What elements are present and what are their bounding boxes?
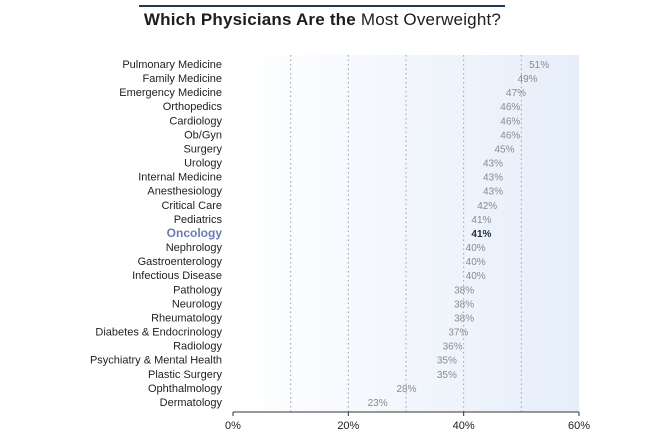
category-label: Psychiatry & Mental Health: [90, 355, 222, 367]
category-label: Ob/Gyn: [184, 129, 222, 141]
category-label: Anesthesiology: [147, 186, 222, 198]
category-label: Pediatrics: [174, 214, 223, 226]
data-label: 36%: [443, 342, 463, 353]
category-label: Pulmonary Medicine: [122, 59, 222, 71]
category-label: Critical Care: [161, 200, 222, 212]
title-rule: [139, 5, 505, 7]
category-label: Oncology: [167, 226, 223, 240]
data-label: 38%: [454, 299, 474, 310]
data-label: 46%: [500, 116, 520, 127]
data-label: 45%: [495, 144, 515, 155]
data-label: 47%: [506, 88, 526, 99]
data-label: 46%: [500, 130, 520, 141]
data-label: 35%: [437, 356, 457, 367]
chart-title-bold: Which Physicians Are the: [143, 10, 356, 29]
category-label: Surgery: [183, 143, 222, 155]
data-label: 23%: [368, 398, 388, 409]
category-label: Internal Medicine: [138, 172, 222, 184]
x-tick-label: 40%: [453, 420, 475, 432]
data-label: 43%: [483, 173, 503, 184]
data-label: 43%: [483, 187, 503, 198]
category-label: Diabetes & Endocrinology: [95, 327, 222, 339]
x-tick-label: 20%: [337, 420, 359, 432]
data-label: 40%: [466, 243, 486, 254]
category-label: Ophthalmology: [148, 383, 222, 395]
x-tick-label: 60%: [568, 420, 590, 432]
category-label: Radiology: [173, 341, 222, 353]
category-label: Plastic Surgery: [148, 369, 222, 381]
category-label: Infectious Disease: [132, 270, 222, 282]
data-label: 37%: [448, 328, 468, 339]
data-label: 49%: [518, 74, 538, 85]
category-label: Dermatology: [160, 397, 223, 409]
category-label: Rheumatology: [151, 312, 222, 324]
category-label: Gastroenterology: [138, 256, 223, 268]
data-label: 40%: [466, 257, 486, 268]
category-label: Orthopedics: [163, 101, 223, 113]
category-label: Cardiology: [169, 115, 222, 127]
data-label: 41%: [471, 229, 491, 240]
data-label: 51%: [529, 60, 549, 71]
category-label: Family Medicine: [143, 73, 222, 85]
category-label: Nephrology: [166, 242, 223, 254]
data-label: 42%: [477, 201, 497, 212]
x-tick-label: 0%: [225, 420, 241, 432]
data-label: 43%: [483, 159, 503, 170]
data-label: 41%: [471, 215, 491, 226]
category-label: Pathology: [173, 284, 222, 296]
data-label: 46%: [500, 102, 520, 113]
data-label: 35%: [437, 370, 457, 381]
data-label: 40%: [466, 271, 486, 282]
category-label: Urology: [184, 158, 222, 170]
chart-title: Which Physicians Are the Most Overweight…: [0, 10, 645, 30]
category-label: Neurology: [172, 298, 223, 310]
data-label: 38%: [454, 313, 474, 324]
category-label: Emergency Medicine: [119, 87, 222, 99]
data-label: 38%: [454, 285, 474, 296]
chart-title-light: Most Overweight?: [360, 10, 502, 29]
data-label: 28%: [396, 384, 416, 395]
